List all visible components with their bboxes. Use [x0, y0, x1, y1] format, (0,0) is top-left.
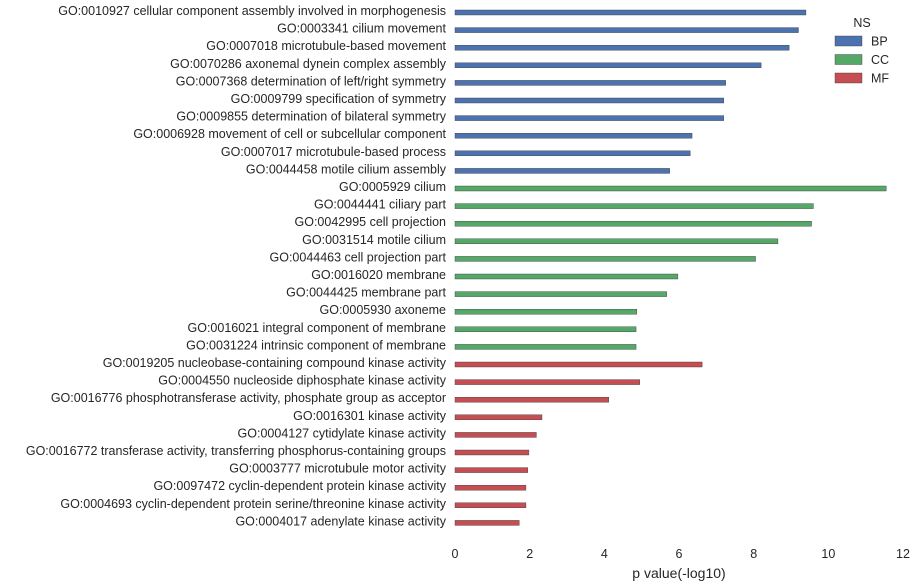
bar-bp — [454, 150, 691, 157]
y-tick-label: GO:0010927 cellular component assembly i… — [58, 4, 446, 18]
bar-cc — [454, 344, 637, 350]
bar-mf — [454, 467, 529, 473]
bar-mf — [454, 485, 527, 491]
legend-label-mf: MF — [871, 72, 889, 86]
y-tick-label: GO:0007368 determination of left/right s… — [176, 74, 447, 88]
y-tick-label: GO:0007017 microtubule-based process — [221, 145, 446, 159]
bar-cc — [454, 256, 756, 262]
y-tick-label: GO:0097472 cyclin-dependent protein kina… — [153, 479, 446, 493]
bar-bp — [454, 80, 726, 86]
y-tick-label: GO:0016772 transferase activity, transfe… — [26, 444, 446, 458]
bar-bp — [454, 9, 807, 16]
bar-cc — [454, 185, 887, 192]
bars — [454, 9, 887, 526]
x-tick-label: 2 — [526, 547, 533, 561]
y-tick-label: GO:0005929 cilium — [339, 180, 446, 194]
bar-cc — [454, 273, 679, 280]
y-tick-label: GO:0003777 microtubule motor activity — [229, 462, 447, 476]
y-tick-label: GO:0009799 specification of symmetry — [231, 92, 447, 106]
x-tick-label: 10 — [821, 547, 835, 561]
y-tick-label: GO:0004550 nucleoside diphosphate kinase… — [158, 374, 446, 388]
bar-mf — [454, 432, 537, 438]
x-tick-label: 6 — [676, 547, 683, 561]
bar-bp — [454, 45, 790, 51]
x-tick-labels: 0 2 4 6 8 10 12 — [452, 547, 910, 561]
y-tick-label: GO:0044463 cell projection part — [270, 250, 447, 264]
y-tick-label: GO:0007018 microtubule-based movement — [206, 39, 446, 53]
bar-mf — [454, 414, 543, 420]
y-tick-label: GO:0070286 axonemal dynein complex assem… — [170, 57, 447, 71]
legend: NS BP CC MF — [834, 16, 889, 86]
y-tick-label: GO:0031514 motile cilium — [302, 233, 446, 247]
bar-mf — [454, 502, 527, 508]
y-tick-label: GO:0004693 cyclin-dependent protein seri… — [60, 497, 446, 511]
legend-swatch-bp — [834, 35, 863, 47]
legend-title: NS — [853, 16, 870, 30]
x-tick-label: 4 — [601, 547, 608, 561]
bar-bp — [454, 97, 724, 104]
legend-label-cc: CC — [871, 53, 889, 67]
legend-swatch-cc — [834, 54, 863, 65]
y-tick-label: GO:0003341 cilium movement — [277, 22, 446, 36]
bar-mf — [454, 397, 610, 403]
bar-mf — [454, 520, 520, 526]
bar-mf — [454, 379, 641, 385]
bar-cc — [454, 238, 779, 245]
bar-cc — [454, 291, 667, 297]
y-tick-label: GO:0016301 kinase activity — [293, 409, 447, 423]
y-tick-label: GO:0031224 intrinsic component of membra… — [186, 338, 446, 352]
bar-mf — [454, 449, 530, 456]
legend-swatch-mf — [834, 72, 863, 84]
bar-bp — [454, 62, 762, 68]
bar-bp — [454, 27, 799, 33]
bar-cc — [454, 220, 812, 227]
y-tick-label: GO:0016776 phosphotransferase activity, … — [51, 391, 446, 405]
y-tick-label: GO:0006928 movement of cell or subcellul… — [133, 127, 446, 141]
y-tick-label: GO:0016021 integral component of membran… — [188, 321, 447, 335]
bar-cc — [454, 203, 814, 209]
y-tick-label: GO:0042995 cell projection — [295, 215, 447, 229]
bar-bp — [454, 132, 693, 139]
y-tick-label: GO:0016020 membrane — [311, 268, 446, 282]
legend-label-bp: BP — [871, 35, 888, 49]
x-tick-label: 12 — [896, 547, 910, 561]
y-tick-label: GO:0005930 axoneme — [320, 303, 447, 317]
bar-bp — [454, 115, 724, 121]
x-tick-label: 8 — [750, 547, 757, 561]
bar-mf — [454, 361, 703, 368]
y-tick-label: GO:0009855 determination of bilateral sy… — [176, 110, 446, 124]
bar-cc — [454, 309, 638, 315]
bar-bp — [454, 168, 670, 174]
y-tick-label: GO:0044441 ciliary part — [314, 198, 447, 212]
y-tick-label: GO:0004017 adenylate kinase activity — [235, 514, 446, 528]
x-tick-label: 0 — [452, 547, 459, 561]
y-tick-labels: GO:0010927 cellular component assembly i… — [26, 4, 447, 528]
x-axis-label: p value(-log10) — [632, 565, 725, 581]
y-tick-label: GO:0044425 membrane part — [286, 286, 446, 300]
y-tick-label: GO:0004127 cytidylate kinase activity — [238, 426, 447, 440]
y-tick-label: GO:0044458 motile cilium assembly — [246, 162, 447, 176]
y-tick-label: GO:0019205 nucleobase-containing compoun… — [103, 356, 447, 370]
bar-cc — [454, 326, 637, 332]
